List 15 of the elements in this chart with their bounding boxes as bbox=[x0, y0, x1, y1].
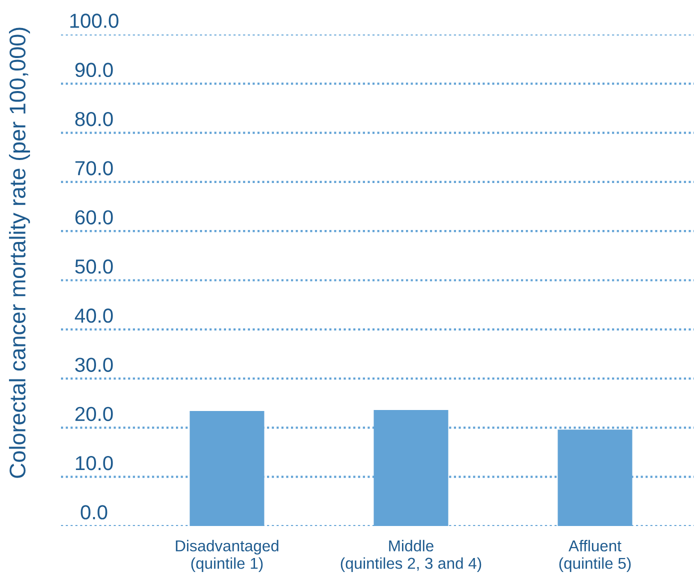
y-tick-label: 30.0 bbox=[75, 358, 113, 372]
x-tick-label: Affluent (quintile 5) bbox=[559, 540, 631, 572]
x-tick-label: Disadvantaged (quintile 1) bbox=[176, 540, 278, 572]
y-tick-label: 80.0 bbox=[75, 112, 113, 126]
y-tick-label: 50.0 bbox=[75, 259, 113, 274]
y-tick-label: 0.0 bbox=[80, 505, 108, 520]
y-tick-label: 90.0 bbox=[75, 62, 113, 78]
x-tick-label: Middle (quintiles 2, 3 and 4) bbox=[340, 540, 482, 572]
y-axis-title: Colorectal cancer mortality rate (per 100,000) bbox=[9, 28, 30, 478]
y-tick-label: 100.0 bbox=[70, 14, 118, 28]
y-tick-label: 60.0 bbox=[75, 210, 113, 225]
y-tick-label: 70.0 bbox=[75, 161, 113, 176]
y-tick-label: 40.0 bbox=[74, 308, 113, 323]
y-tick-label: 20.0 bbox=[75, 406, 113, 422]
y-tick-label: 10.0 bbox=[76, 456, 113, 470]
